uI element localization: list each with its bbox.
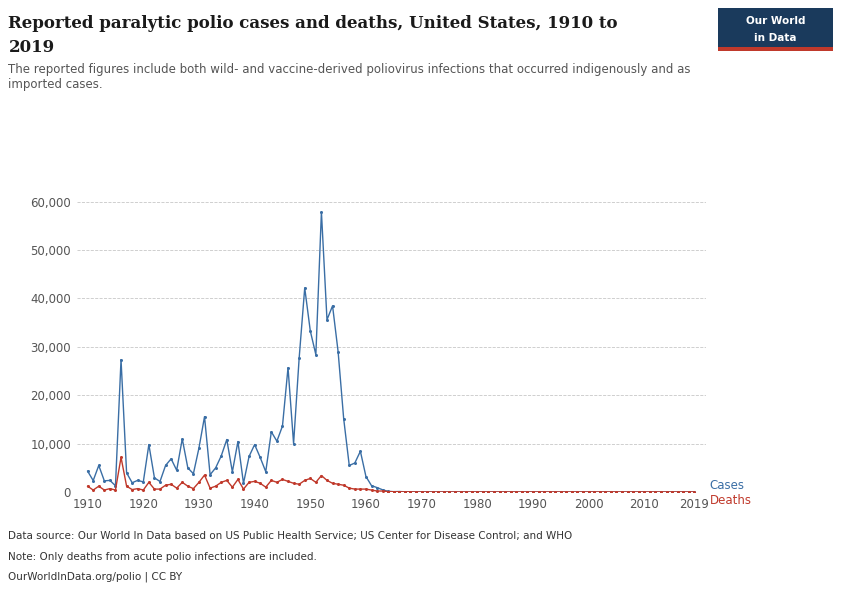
Text: in Data: in Data: [755, 33, 796, 43]
Text: Our World: Our World: [746, 16, 805, 26]
Text: Note: Only deaths from acute polio infections are included.: Note: Only deaths from acute polio infec…: [8, 552, 317, 562]
Text: 2019: 2019: [8, 39, 54, 56]
Text: Reported paralytic polio cases and deaths, United States, 1910 to: Reported paralytic polio cases and death…: [8, 15, 618, 32]
Text: The reported figures include both wild- and vaccine-derived poliovirus infection: The reported figures include both wild- …: [8, 63, 691, 91]
Text: Deaths: Deaths: [710, 494, 751, 508]
Text: Cases: Cases: [710, 479, 745, 493]
Text: OurWorldInData.org/polio | CC BY: OurWorldInData.org/polio | CC BY: [8, 571, 183, 582]
Text: Data source: Our World In Data based on US Public Health Service; US Center for : Data source: Our World In Data based on …: [8, 531, 573, 541]
